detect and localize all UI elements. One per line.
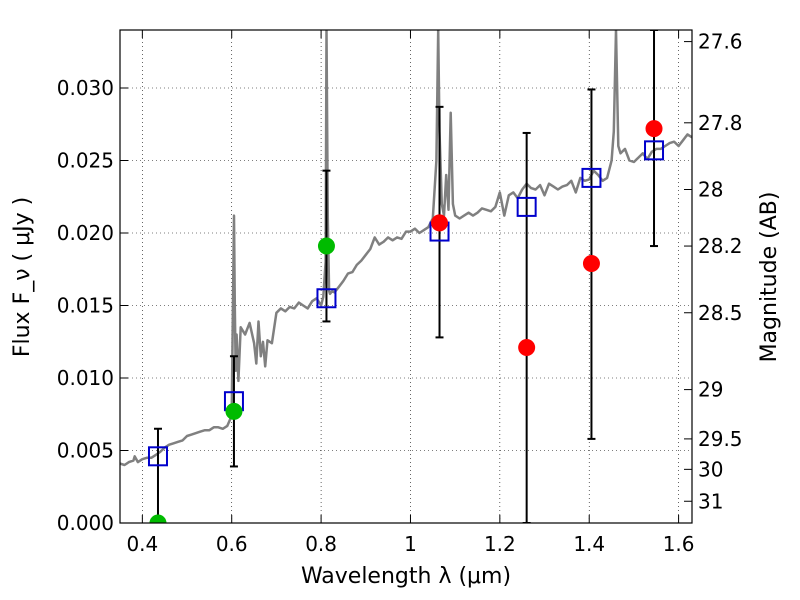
detection-point xyxy=(149,514,167,523)
x-tick-label: 1 xyxy=(404,532,417,556)
non-detection-point xyxy=(582,254,600,272)
y-tick-label: 0.010 xyxy=(57,366,114,390)
y-tick-label: 0.000 xyxy=(57,511,114,535)
sed-model-layer xyxy=(120,30,692,467)
y-tick-label: 0.015 xyxy=(57,294,114,318)
x-tick-label: 1.4 xyxy=(573,532,605,556)
right-tick-label: 28.2 xyxy=(698,234,743,258)
model-band-square xyxy=(147,446,168,467)
right-tick-label: 30 xyxy=(698,457,723,481)
observed-flux-markers xyxy=(149,120,663,523)
right-axis-ticks: 27.6 27.8 28 28.2 28.5 29 29.5 30 31 xyxy=(684,30,743,513)
right-tick-label: 29 xyxy=(698,378,723,402)
x-axis-ticks: 0.4 0.6 0.8 1 1.2 1.4 1.6 xyxy=(126,30,695,556)
error-bars-layer xyxy=(153,30,659,523)
right-axis-label: Magnitude (AB) xyxy=(757,192,782,363)
right-tick-label: 31 xyxy=(698,489,723,513)
right-tick-label: 29.5 xyxy=(698,427,743,451)
model-band-square xyxy=(316,288,337,309)
non-detection-point xyxy=(518,339,536,357)
y-tick-label: 0.030 xyxy=(57,76,114,100)
x-axis-label: Wavelength λ (μm) xyxy=(301,564,511,589)
detection-point xyxy=(317,237,335,255)
x-tick-label: 0.6 xyxy=(216,532,248,556)
model-band-markers xyxy=(147,140,665,467)
y-tick-label: 0.020 xyxy=(57,221,114,245)
model-band-square xyxy=(644,140,665,161)
plot-frame xyxy=(119,29,693,524)
right-tick-label: 27.6 xyxy=(698,30,743,54)
y-axis-label: Flux F_ν ( μJy ) xyxy=(10,197,35,357)
non-detection-point xyxy=(645,120,663,138)
y-tick-label: 0.005 xyxy=(57,439,114,463)
right-tick-label: 27.8 xyxy=(698,111,743,135)
x-tick-label: 1.6 xyxy=(663,532,695,556)
x-tick-label: 0.8 xyxy=(305,532,337,556)
y-axis-ticks: 0.000 0.005 0.010 0.015 0.020 0.025 0.030 xyxy=(57,76,128,535)
right-tick-label: 28 xyxy=(698,178,723,202)
grid-lines xyxy=(120,30,692,524)
x-tick-label: 0.4 xyxy=(126,532,158,556)
right-tick-label: 28.5 xyxy=(698,301,743,325)
detection-point xyxy=(225,402,243,420)
model-band-square xyxy=(516,196,537,217)
y-tick-label: 0.025 xyxy=(57,149,114,173)
sed-model-line xyxy=(120,30,692,467)
model-band-square xyxy=(581,167,602,188)
non-detection-point xyxy=(431,214,449,232)
x-tick-label: 1.2 xyxy=(484,532,516,556)
